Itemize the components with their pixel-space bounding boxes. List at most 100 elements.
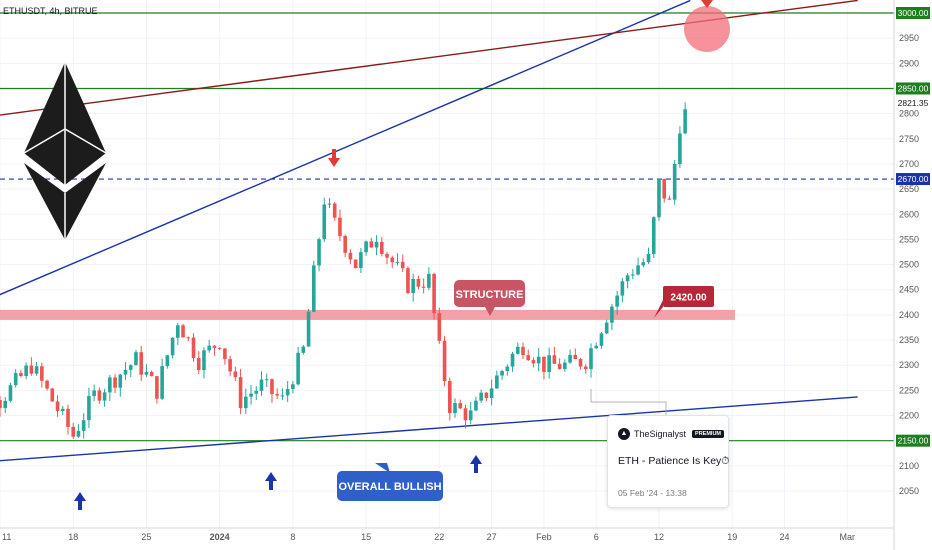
candle-body: [97, 390, 102, 401]
x-tick-label: 25: [141, 532, 151, 542]
candle-body: [259, 379, 264, 391]
candle-body: [495, 375, 499, 389]
level-2420-callout[interactable]: 2420.00: [654, 286, 714, 318]
level-price-tag: [896, 7, 930, 19]
candle-body: [233, 371, 238, 378]
grid: [0, 0, 894, 528]
trendlines: [0, 0, 858, 462]
candle-body: [317, 239, 321, 266]
candle-body: [505, 366, 510, 371]
y-tick-label: 2100: [899, 461, 919, 471]
candle-body: [421, 286, 426, 288]
candle-body: [557, 363, 562, 370]
candle-body: [657, 178, 661, 218]
candle-body: [468, 410, 473, 421]
idea-card[interactable]: ▲ TheSignalyst PREMIUM ETH - Patience Is…: [607, 415, 729, 508]
candle-body: [437, 313, 442, 341]
level-price-label: 2150.00: [898, 436, 929, 446]
candle-body: [568, 354, 572, 363]
author-logo-icon: ▲: [618, 428, 630, 440]
candle-body: [348, 252, 353, 260]
candle-body: [683, 109, 687, 134]
candle-body: [672, 164, 677, 200]
candle-body: [662, 178, 667, 199]
candle-body: [442, 340, 447, 382]
eth-logo-icon: [23, 62, 107, 240]
x-tick-label: 19: [727, 532, 737, 542]
candle-body: [583, 366, 588, 370]
candle-body: [165, 355, 170, 367]
candle-body: [400, 261, 405, 269]
candle-body: [285, 388, 290, 396]
candle-body: [45, 380, 49, 389]
candle-body: [202, 350, 206, 371]
level-price-tag: [896, 82, 930, 95]
x-tick-label: Feb: [536, 532, 552, 542]
y-tick-label: 2700: [899, 159, 919, 169]
candle-body: [275, 394, 279, 396]
y-tick-label: 2550: [899, 234, 919, 244]
candle-body: [29, 365, 34, 374]
candle-body: [217, 347, 222, 349]
candle-body: [416, 278, 421, 287]
x-tick-label: 22: [434, 532, 444, 542]
candle-body: [427, 273, 431, 288]
structure-callout[interactable]: STRUCTURE: [454, 280, 525, 316]
structure-label: STRUCTURE: [456, 289, 524, 301]
idea-date: 05 Feb '24 - 13:38: [618, 488, 687, 498]
y-tick-label: 2300: [899, 360, 919, 370]
overall-bullish-label: OVERALL BULLISH: [338, 481, 441, 493]
candle-body: [411, 278, 415, 294]
candle-body: [92, 390, 96, 397]
candle-body: [641, 262, 646, 266]
candle-body: [55, 401, 60, 412]
level-price-tag: [896, 173, 930, 186]
candle-body: [155, 376, 159, 399]
candle-body: [432, 273, 436, 314]
x-tick-label: 12: [654, 532, 664, 542]
candle-body: [563, 362, 567, 370]
candle-body: [589, 348, 593, 370]
candle-body: [536, 356, 541, 364]
candle-body: [406, 268, 410, 294]
price-axis: 2050210021502200225023002350240024502500…: [893, 0, 930, 550]
candle-body: [296, 352, 300, 385]
y-tick-label: 2800: [899, 109, 919, 119]
candle-body: [395, 261, 400, 263]
candle-body: [118, 374, 123, 388]
candle-body: [594, 345, 599, 349]
candle-body: [651, 217, 656, 254]
candle-body: [542, 356, 546, 372]
author-name[interactable]: TheSignalyst: [634, 429, 687, 439]
level-price-tag: [896, 434, 930, 447]
candle-body: [176, 325, 180, 338]
candle-body: [531, 360, 536, 364]
candle-body: [364, 241, 368, 253]
x-tick-label: Mar: [840, 532, 856, 542]
y-tick-label: 2250: [899, 385, 919, 395]
candle-body: [66, 408, 70, 427]
candle-body: [34, 366, 39, 374]
y-tick-label: 2750: [899, 134, 919, 144]
candle-body: [238, 377, 243, 409]
overall-bullish-callout[interactable]: OVERALL BULLISH: [337, 463, 443, 501]
level-price-label: 3000.00: [898, 8, 929, 18]
candle-body: [160, 366, 164, 399]
level-2420-label: 2420.00: [670, 293, 707, 304]
level-price-label: 2670.00: [898, 174, 929, 184]
candle-body: [134, 352, 138, 366]
candle-body: [515, 346, 520, 354]
idea-title[interactable]: ETH - Patience Is Key⏱: [618, 455, 730, 467]
candle-body: [280, 395, 285, 397]
candle-body: [327, 203, 332, 205]
candle-body: [254, 390, 259, 394]
candle-body: [625, 275, 630, 282]
candle-body: [191, 337, 196, 358]
candle-body: [489, 388, 494, 399]
candle-body: [113, 377, 117, 388]
candle-body: [212, 345, 217, 348]
candle-body: [667, 198, 672, 200]
candle-body: [207, 345, 211, 351]
candle-body: [379, 241, 384, 254]
